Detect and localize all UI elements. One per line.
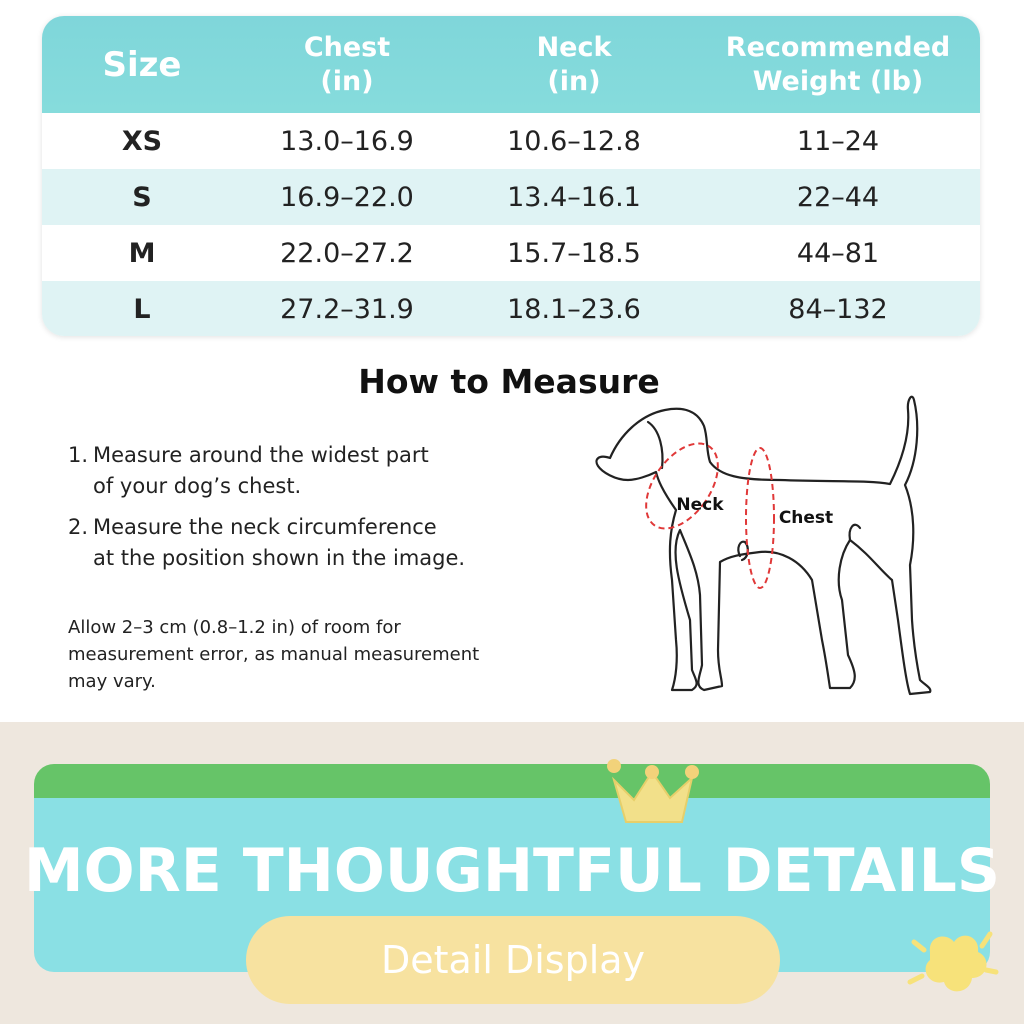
table-row: XS 13.0–16.9 10.6–12.8 11–24	[42, 113, 980, 169]
table-row: S 16.9–22.0 13.4–16.1 22–44	[42, 169, 980, 225]
header-cell: Size	[42, 16, 242, 113]
table-cell: XS	[121, 125, 163, 157]
size-table: Size Chest (in) Neck (in) Recommended Weight (…	[42, 16, 980, 336]
neck-label: Neck	[676, 495, 724, 515]
table-cell: 18.1–23.6	[507, 293, 641, 325]
table-row: L 27.2–31.9 18.1–23.6 84–132	[42, 281, 980, 336]
step-line: Measure around the widest part	[93, 443, 429, 467]
chest-label: Chest	[779, 508, 833, 528]
header-text: Weight (lb)	[752, 65, 924, 97]
note-line: may vary.	[68, 671, 156, 692]
table-cell: 11–24	[796, 125, 880, 157]
header-cell: Recommended Weight (lb)	[696, 16, 980, 113]
table-cell: S	[132, 181, 152, 213]
step: 1. Measure around the widest part of your …	[68, 440, 429, 502]
table-cell: 13.4–16.1	[507, 181, 641, 213]
note: Allow 2–3 cm (0.8–1.2 in) of room for mea…	[68, 614, 479, 695]
table-header: Size Chest (in) Neck (in) Recommended Weight (…	[42, 16, 980, 113]
header-text: Recommended	[725, 31, 951, 63]
table-cell: 15.7–18.5	[507, 237, 641, 269]
table-cell: L	[133, 293, 151, 325]
step-number: 1.	[68, 443, 89, 467]
detail-button[interactable]: Detail Display	[246, 916, 780, 1004]
note-line: measurement error, as manual measurement	[68, 644, 480, 665]
section-title: How to Measure	[358, 362, 660, 401]
table-cell: 44–81	[796, 237, 880, 269]
splash-icon	[907, 931, 999, 992]
table-cell: 16.9–22.0	[280, 181, 414, 213]
table-cell: 22.0–27.2	[280, 237, 414, 269]
table-cell: M	[128, 237, 156, 269]
table-cell: 13.0–16.9	[280, 125, 414, 157]
table-row: M 22.0–27.2 15.7–18.5 44–81	[42, 225, 980, 281]
header-text: (in)	[547, 65, 601, 97]
header-text: Neck	[536, 31, 612, 63]
header-cell: Neck (in)	[452, 16, 696, 113]
step-line: Measure the neck circumference	[93, 515, 437, 539]
table-cell: 27.2–31.9	[280, 293, 414, 325]
banner-title: MORE THOUGHTFUL DETAILS	[23, 836, 1001, 906]
step-number: 2.	[68, 515, 89, 539]
table-cell: 22–44	[796, 181, 880, 213]
step-line: at the position shown in the image.	[93, 546, 466, 570]
header-text: (in)	[320, 65, 374, 97]
note-line: Allow 2–3 cm (0.8–1.2 in) of room for	[68, 617, 401, 638]
crown-icon	[607, 759, 699, 823]
table-cell: 10.6–12.8	[507, 125, 641, 157]
table-cell: 84–132	[788, 293, 888, 325]
step: 2. Measure the neck circumference at the p…	[68, 512, 465, 574]
header-text: Chest	[303, 31, 391, 63]
step-line: of your dog’s chest.	[93, 474, 302, 498]
header-cell: Chest (in)	[242, 16, 452, 113]
header-text: Size	[102, 44, 182, 85]
dog-diagram: Neck Chest	[595, 395, 932, 696]
